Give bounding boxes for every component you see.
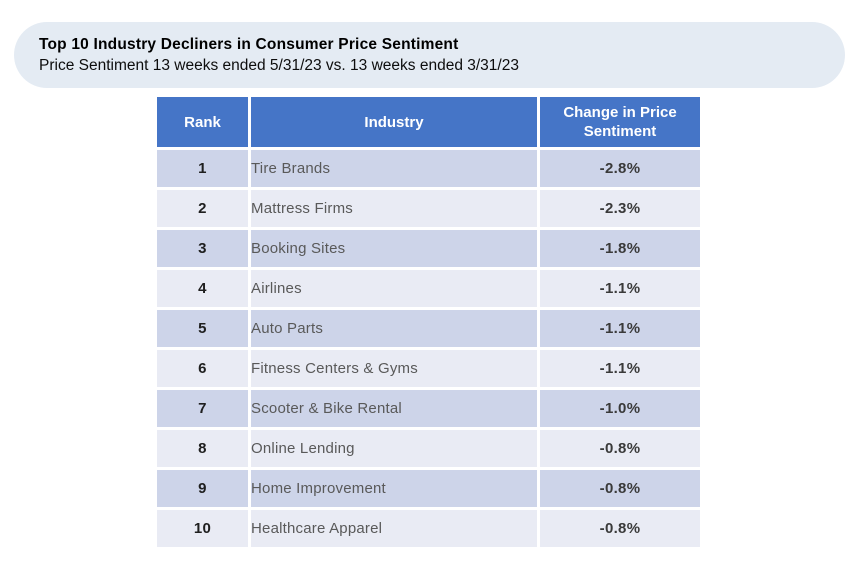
rank-cell: 4 xyxy=(154,267,251,310)
table-row: 9 Home Improvement -0.8% xyxy=(154,467,703,510)
industry-cell: Fitness Centers & Gyms xyxy=(248,347,540,390)
rank-cell: 3 xyxy=(154,227,251,270)
table-row: 2 Mattress Firms -2.3% xyxy=(154,187,703,230)
rank-cell: 6 xyxy=(154,347,251,390)
rank-cell: 2 xyxy=(154,187,251,230)
industry-cell: Booking Sites xyxy=(248,227,540,270)
industry-cell: Auto Parts xyxy=(248,307,540,350)
table-row: 10 Healthcare Apparel -0.8% xyxy=(154,507,703,550)
column-header-rank: Rank xyxy=(154,94,251,150)
rank-cell: 10 xyxy=(154,507,251,550)
change-cell: -2.3% xyxy=(537,187,703,230)
table-row: 4 Airlines -1.1% xyxy=(154,267,703,310)
rank-cell: 9 xyxy=(154,467,251,510)
page-title: Top 10 Industry Decliners in Consumer Pr… xyxy=(39,36,459,53)
change-cell: -0.8% xyxy=(537,467,703,510)
decliners-table: Rank Industry Change in Price Sentiment … xyxy=(154,94,703,550)
table-row: 6 Fitness Centers & Gyms -1.1% xyxy=(154,347,703,390)
industry-cell: Tire Brands xyxy=(248,147,540,190)
change-cell: -2.8% xyxy=(537,147,703,190)
table-row: 7 Scooter & Bike Rental -1.0% xyxy=(154,387,703,430)
change-cell: -1.8% xyxy=(537,227,703,270)
industry-cell: Mattress Firms xyxy=(248,187,540,230)
column-header-industry: Industry xyxy=(248,94,540,150)
rank-cell: 1 xyxy=(154,147,251,190)
industry-cell: Airlines xyxy=(248,267,540,310)
industry-cell: Scooter & Bike Rental xyxy=(248,387,540,430)
table-header-row: Rank Industry Change in Price Sentiment xyxy=(154,94,703,150)
table-body: 1 Tire Brands -2.8% 2 Mattress Firms -2.3% 3 Bo… xyxy=(154,147,703,550)
table-row: 5 Auto Parts -1.1% xyxy=(154,307,703,350)
change-cell: -1.1% xyxy=(537,347,703,390)
change-cell: -1.1% xyxy=(537,267,703,310)
industry-cell: Online Lending xyxy=(248,427,540,470)
page-subtitle: Price Sentiment 13 weeks ended 5/31/23 v… xyxy=(39,57,519,74)
rank-cell: 5 xyxy=(154,307,251,350)
industry-cell: Home Improvement xyxy=(248,467,540,510)
table-row: 8 Online Lending -0.8% xyxy=(154,427,703,470)
change-cell: -0.8% xyxy=(537,507,703,550)
rank-cell: 7 xyxy=(154,387,251,430)
change-cell: -1.1% xyxy=(537,307,703,350)
table-row: 3 Booking Sites -1.8% xyxy=(154,227,703,270)
change-cell: -1.0% xyxy=(537,387,703,430)
table-row: 1 Tire Brands -2.8% xyxy=(154,147,703,190)
column-header-change: Change in Price Sentiment xyxy=(537,94,703,150)
change-cell: -0.8% xyxy=(537,427,703,470)
rank-cell: 8 xyxy=(154,427,251,470)
industry-cell: Healthcare Apparel xyxy=(248,507,540,550)
header-banner: Top 10 Industry Decliners in Consumer Pr… xyxy=(14,22,845,88)
